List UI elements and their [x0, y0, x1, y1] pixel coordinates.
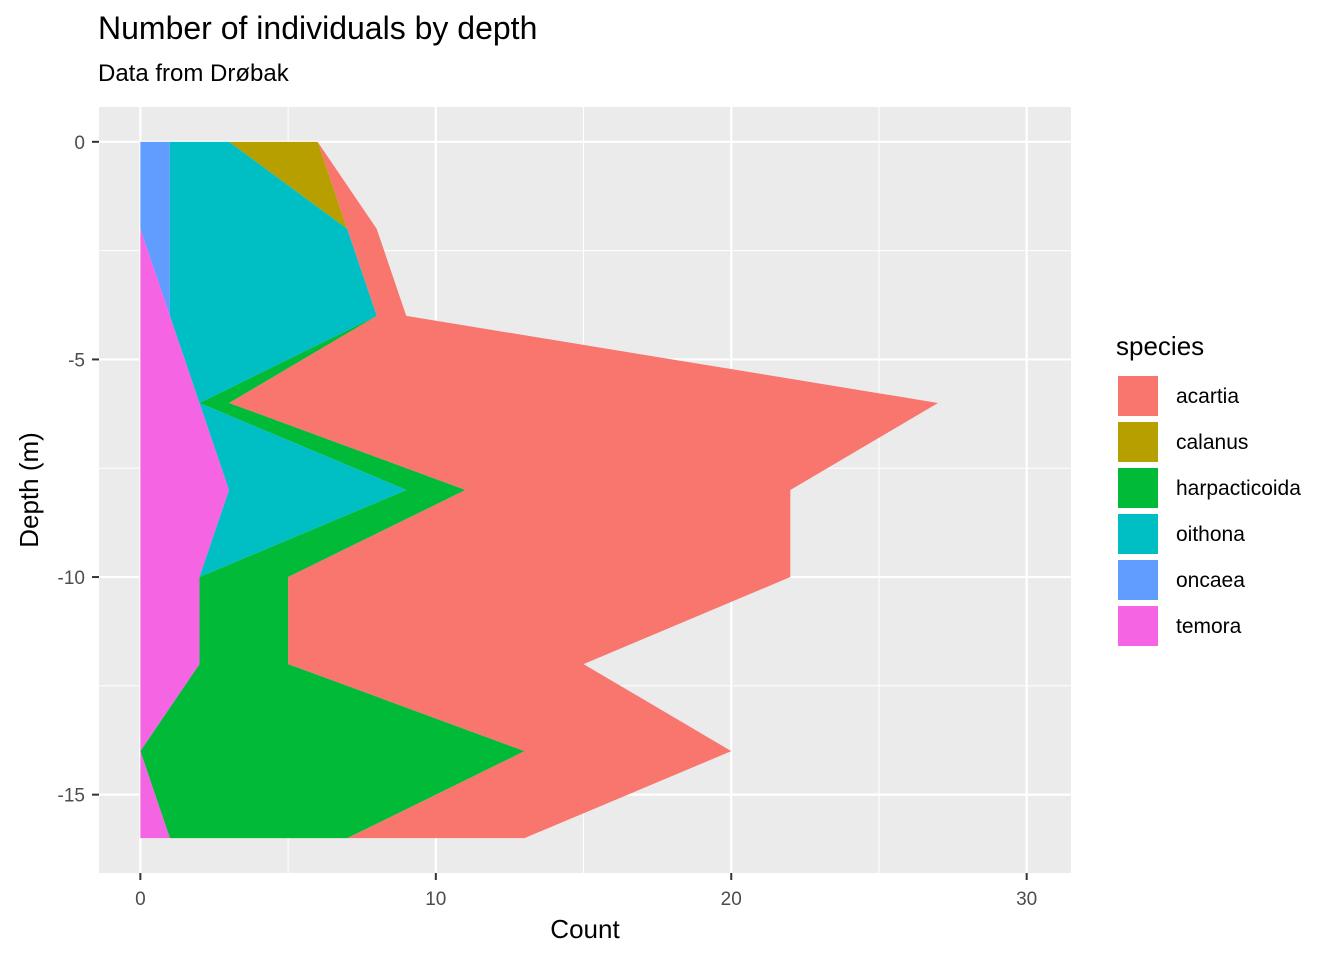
legend: species acartia calanus harpacticoida oitho…	[1116, 331, 1301, 648]
area-harpacticoida	[140, 141, 525, 839]
legend-key-oithona	[1118, 514, 1158, 554]
chart-subtitle: Data from Drøbak	[98, 60, 289, 87]
legend-key-harpacticoida	[1118, 468, 1158, 508]
x-axis-title: Count	[550, 914, 620, 944]
legend-label-temora: temora	[1176, 615, 1242, 638]
x-tick-label: 0	[135, 889, 146, 910]
x-tick-label: 10	[425, 889, 446, 910]
area-oncaea	[140, 141, 229, 839]
y-tick-label: -10	[58, 568, 85, 589]
x-axis: 0 10 20 30	[135, 873, 1037, 910]
legend-label-oncaea: oncaea	[1176, 569, 1245, 592]
y-tick-label: -5	[68, 350, 85, 371]
legend-label-harpacticoida: harpacticoida	[1176, 477, 1301, 500]
x-tick-label: 20	[721, 889, 742, 910]
legend-key-temora	[1118, 606, 1158, 646]
y-axis-title: Depth (m)	[14, 432, 44, 548]
area-layers	[140, 141, 939, 839]
y-axis: 0 -5 -10 -15	[58, 133, 99, 807]
legend-key-acartia	[1118, 376, 1158, 416]
legend-title: species	[1116, 331, 1204, 361]
area-oithona	[140, 141, 407, 839]
legend-label-oithona: oithona	[1176, 523, 1245, 546]
legend-label-calanus: calanus	[1176, 431, 1248, 454]
chart-title: Number of individuals by depth	[98, 10, 538, 46]
area-temora	[140, 141, 229, 839]
x-tick-label: 30	[1016, 889, 1037, 910]
legend-key-calanus	[1118, 422, 1158, 462]
legend-key-oncaea	[1118, 560, 1158, 600]
y-tick-label: 0	[74, 133, 85, 154]
area-acartia	[228, 141, 939, 839]
legend-label-acartia: acartia	[1176, 385, 1239, 408]
y-tick-label: -15	[58, 786, 85, 807]
